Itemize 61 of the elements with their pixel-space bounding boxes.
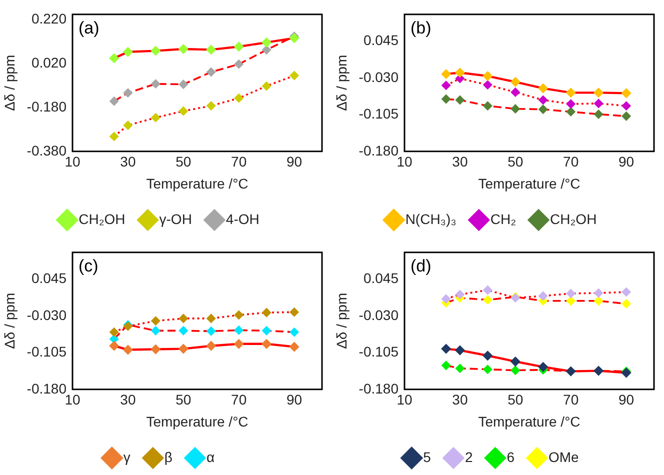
x-tick-label: 30 xyxy=(120,391,136,408)
legend-label: 2 xyxy=(464,448,473,464)
y-tick-label: -0.180 xyxy=(26,380,67,396)
y-tick-label: -0.105 xyxy=(358,106,399,122)
chart-title: (b) xyxy=(410,18,432,38)
legend-label: 4-OH xyxy=(226,210,260,227)
x-tick-label: 10 xyxy=(64,154,80,170)
legend-label: γ xyxy=(123,448,130,464)
x-tick-label: 50 xyxy=(176,391,192,408)
y-axis-title: Δδ / ppm xyxy=(333,292,350,348)
legend-label: 5 xyxy=(423,448,432,464)
x-tick-label: 70 xyxy=(563,391,579,408)
x-tick-label: 70 xyxy=(231,154,247,170)
y-tick-label: 0.020 xyxy=(31,54,67,71)
legend-label: α xyxy=(206,448,215,464)
y-tick-label: 0.045 xyxy=(363,270,399,286)
y-axis-title: Δδ / ppm xyxy=(333,54,350,111)
x-axis-title: Temperature /°C xyxy=(146,175,248,192)
x-tick-label: 90 xyxy=(286,391,302,408)
legend-label: CH₂OH xyxy=(78,210,126,227)
chart-title: (d) xyxy=(410,256,432,276)
x-tick-label: 50 xyxy=(508,154,524,170)
chart-title: (a) xyxy=(78,18,100,38)
x-tick-label: 70 xyxy=(231,391,247,408)
y-tick-label: -0.180 xyxy=(358,380,399,396)
x-tick-label: 70 xyxy=(563,154,579,170)
y-tick-label: 0.220 xyxy=(31,10,67,27)
x-axis-title: Temperature /°C xyxy=(478,175,580,192)
x-tick-label: 30 xyxy=(452,154,468,170)
x-tick-label: 10 xyxy=(396,154,412,170)
legend-label: β xyxy=(164,448,172,464)
y-tick-label: 0.045 xyxy=(363,32,399,48)
x-axis-title: Temperature /°C xyxy=(478,412,580,429)
y-axis-title: Δδ / ppm xyxy=(1,292,18,348)
x-tick-label: 90 xyxy=(618,154,634,170)
x-tick-label: 10 xyxy=(396,391,412,408)
chart-title: (c) xyxy=(78,256,98,276)
y-tick-label: -0.030 xyxy=(26,306,67,322)
x-tick-label: 30 xyxy=(452,391,468,408)
legend-label: 6 xyxy=(506,448,515,464)
x-tick-label: 30 xyxy=(120,154,136,170)
x-tick-label: 90 xyxy=(286,154,302,170)
y-axis-title: Δδ / ppm xyxy=(1,54,18,111)
y-tick-label: -0.180 xyxy=(358,142,399,158)
legend-label: OMe xyxy=(548,448,580,464)
x-tick-label: 10 xyxy=(64,391,80,408)
legend-label: N(CH₃)₃ xyxy=(405,210,456,227)
y-tick-label: -0.180 xyxy=(26,98,67,114)
legend-label: CH₂OH xyxy=(550,210,597,227)
x-tick-label: 50 xyxy=(176,154,192,170)
legend-label: γ-OH xyxy=(159,210,192,227)
x-tick-label: 90 xyxy=(618,391,634,408)
y-tick-label: -0.105 xyxy=(26,343,67,360)
y-tick-label: -0.105 xyxy=(358,343,399,360)
legend-label: CH₂ xyxy=(490,210,516,227)
y-tick-label: -0.380 xyxy=(26,142,67,158)
x-axis-title: Temperature /°C xyxy=(146,412,248,429)
y-tick-label: -0.030 xyxy=(358,68,399,85)
x-tick-label: 50 xyxy=(508,391,524,408)
y-tick-label: 0.045 xyxy=(31,270,67,286)
y-tick-label: -0.030 xyxy=(358,306,399,322)
